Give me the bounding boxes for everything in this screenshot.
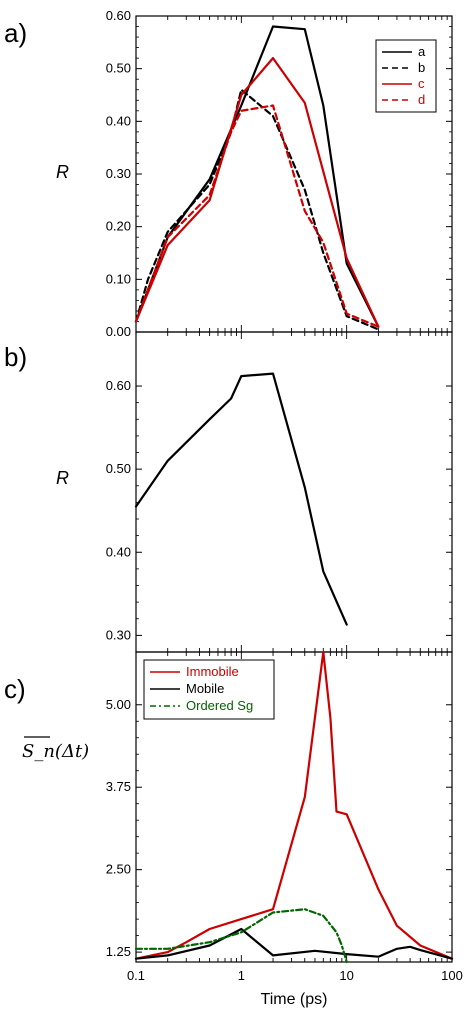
panel-c-xtick-label: 1: [238, 968, 245, 983]
panel-c-series: [134, 650, 454, 964]
panel-c-frame: [135, 651, 453, 963]
panel-a-ylabel: R: [56, 162, 69, 182]
legend-label: a: [418, 44, 426, 59]
panel-c-series-mobile-line: [134, 927, 454, 960]
panel-c-legend: Immobile Mobile Ordered Sg: [143, 659, 275, 720]
panel-b-ytick-label: 0.40: [106, 544, 131, 559]
panel-a-ytick-label: 0.20: [106, 219, 131, 234]
panel-a-ytick-label: 0.50: [106, 61, 131, 76]
panel-c-series-immobile-line: [134, 650, 454, 960]
panel-a-series-d-line: [134, 104, 380, 328]
panel-a-ytick-label: 0.10: [106, 271, 131, 286]
panel-c-series-ordered-sg-line: [134, 908, 348, 964]
panel-a-series-b-line: [134, 88, 380, 331]
panel-c-ytick-label: 2.50: [106, 862, 131, 877]
panel-c-xtick-label: 10: [339, 968, 353, 983]
legend-label: Mobile: [186, 681, 224, 696]
panel-a-label: a): [4, 18, 27, 48]
panel-c-xtick-label: 100: [441, 968, 463, 983]
panel-a-ticks: 0.00 0.10 0.20 0.30 0.40 0.50 0.60: [106, 8, 452, 339]
panel-b-series-1-line: [134, 372, 348, 626]
panel-c-label: c): [4, 674, 26, 704]
legend-label: d: [418, 92, 425, 107]
panel-b-ytick-label: 0.50: [106, 461, 131, 476]
panel-b-ylabel: R: [56, 468, 69, 488]
panel-b-ytick-label: 0.30: [106, 627, 131, 642]
panel-b-frame: [135, 331, 453, 653]
panel-c-xtick-label: 0.1: [127, 968, 145, 983]
panel-b-ytick-label: 0.60: [106, 378, 131, 393]
panel-c-ytick-label: 5.00: [106, 697, 131, 712]
panel-a-ytick-label: 0.30: [106, 166, 131, 181]
panel-b-series: [134, 372, 348, 626]
panel-c-ticks: 1.25 2.50 3.75 5.00 0.1 1 10 100: [106, 652, 463, 983]
panel-a-ytick-label: 0.60: [106, 8, 131, 23]
legend-label: Ordered Sg: [186, 698, 253, 713]
panel-c-ylabel-text: S_n(Δt): [22, 741, 89, 762]
legend-label: c: [418, 76, 425, 91]
panel-a-series-c-line: [134, 56, 380, 328]
panel-b-label: b): [4, 342, 27, 372]
panel-c-ylabel: S_n(Δt): [22, 736, 89, 762]
panel-b-ticks: 0.30 0.40 0.50 0.60: [106, 332, 452, 652]
panel-a-series-a-line: [134, 25, 380, 328]
panel-c-xlabel: Time (ps): [261, 991, 328, 1008]
panel-c-ytick-label: 1.25: [106, 944, 131, 959]
panel-a-ytick-label: 0.40: [106, 113, 131, 128]
panel-a-ytick-label: 0.00: [106, 324, 131, 339]
panel-a-legend-box: [375, 39, 437, 113]
legend-label: b: [418, 60, 425, 75]
panel-a-series: [134, 25, 380, 331]
legend-label: Immobile: [186, 664, 239, 679]
panel-c-ytick-label: 3.75: [106, 779, 131, 794]
